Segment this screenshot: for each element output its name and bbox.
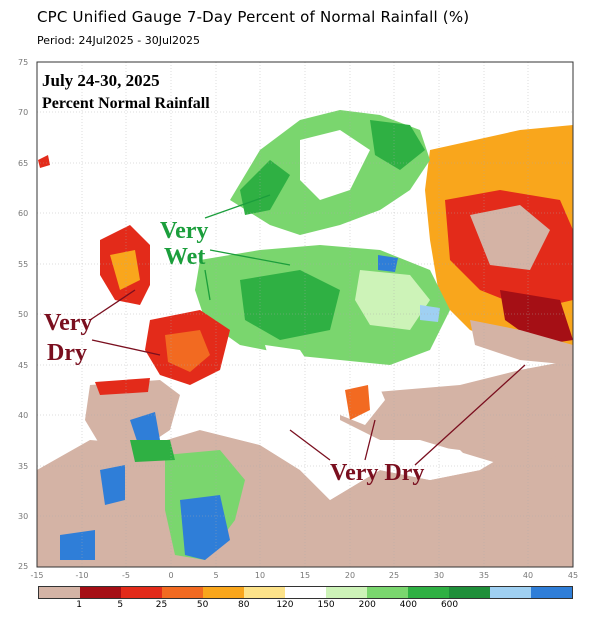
legend-label: 5 (117, 600, 124, 610)
lon-tick: 40 (523, 571, 533, 580)
legend-color-bar (38, 586, 573, 599)
lon-tick-labels: -15 -10 -5 0 5 10 15 20 25 30 35 40 45 (30, 571, 578, 580)
lat-tick: 65 (18, 159, 28, 168)
legend-swatch (449, 587, 490, 598)
legend-swatch (39, 587, 80, 598)
legend-swatch (367, 587, 408, 598)
lon-tick: 25 (389, 571, 399, 580)
legend-swatch (203, 587, 244, 598)
legend-swatch (285, 587, 326, 598)
map-frame (36, 61, 574, 568)
legend-label: 200 (358, 600, 376, 610)
lon-tick: 15 (300, 571, 310, 580)
period-label: Period: 24Jul2025 - 30Jul2025 (37, 34, 200, 47)
legend-swatch (326, 587, 367, 598)
lon-tick: 30 (434, 571, 444, 580)
legend-swatch (408, 587, 449, 598)
lon-tick: 5 (213, 571, 218, 580)
very-dry-left-label-line2: Dry (47, 340, 87, 366)
graticule (37, 62, 573, 567)
very-wet-label-line2: Wet (164, 244, 205, 270)
legend-label: 80 (238, 600, 250, 610)
lon-tick: 20 (345, 571, 355, 580)
lat-tick: 60 (18, 209, 28, 218)
lat-tick-labels: 75 70 65 60 55 50 45 40 35 30 25 (18, 58, 28, 571)
lon-tick: -15 (30, 571, 43, 580)
lat-tick: 45 (18, 361, 28, 370)
legend-label: 600 (440, 600, 459, 610)
lon-tick: 45 (568, 571, 578, 580)
lon-tick: -5 (122, 571, 130, 580)
lat-tick: 50 (18, 310, 28, 319)
legend-label: 1 (76, 600, 83, 610)
lat-tick: 35 (18, 462, 28, 471)
map-title: CPC Unified Gauge 7-Day Percent of Norma… (37, 8, 470, 26)
legend-swatch (121, 587, 162, 598)
legend-label: 50 (196, 600, 209, 610)
lat-tick: 75 (18, 58, 28, 67)
legend-swatch (244, 587, 285, 598)
legend-swatch (162, 587, 203, 598)
lat-tick: 70 (18, 108, 28, 117)
very-dry-left-label-line1: Very (44, 310, 92, 336)
legend-swatch (80, 587, 121, 598)
lat-tick: 40 (18, 411, 28, 420)
legend-label: 150 (317, 600, 335, 610)
legend-label: 120 (276, 600, 294, 610)
legend-swatch (490, 587, 531, 598)
lon-tick: -10 (75, 571, 88, 580)
lon-tick: 0 (168, 571, 173, 580)
inset-title-line1: July 24-30, 2025 (42, 71, 160, 90)
lon-tick: 35 (479, 571, 489, 580)
lat-tick: 55 (18, 260, 28, 269)
lat-tick: 30 (18, 512, 28, 521)
legend-label: 25 (155, 600, 168, 610)
legend-swatch (531, 587, 572, 598)
very-dry-bottom-label: Very Dry (330, 460, 424, 486)
inset-title-line2: Percent Normal Rainfall (42, 95, 210, 112)
dry-pointer-lines (89, 289, 526, 466)
very-wet-label-line1: Very (160, 218, 208, 244)
map-land-layer (37, 110, 573, 567)
legend-label: 400 (399, 600, 417, 610)
lat-tick: 25 (18, 562, 28, 571)
lon-tick: 10 (255, 571, 265, 580)
wet-pointer-lines (204, 194, 291, 301)
